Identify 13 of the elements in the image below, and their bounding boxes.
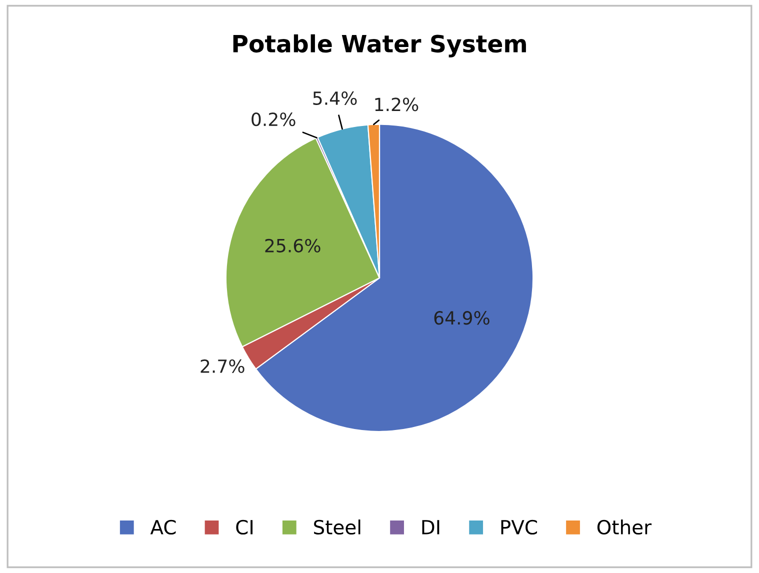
legend-label: Steel <box>314 519 360 535</box>
data-label: 0.2% <box>252 112 296 126</box>
chart-title: Potable Water System <box>233 34 526 58</box>
data-label: 1.2% <box>375 98 418 112</box>
legend-label: AC <box>150 520 176 535</box>
data-label: 5.4% <box>313 91 357 106</box>
data-label: 64.9% <box>434 311 490 325</box>
legend-label: CI <box>236 520 252 535</box>
data-label: 25.6% <box>265 238 320 252</box>
legend-label: DI <box>422 520 440 534</box>
legend-label: Other <box>597 519 652 535</box>
legend-label: PVC <box>501 520 537 535</box>
data-label: 2.7% <box>200 359 244 374</box>
